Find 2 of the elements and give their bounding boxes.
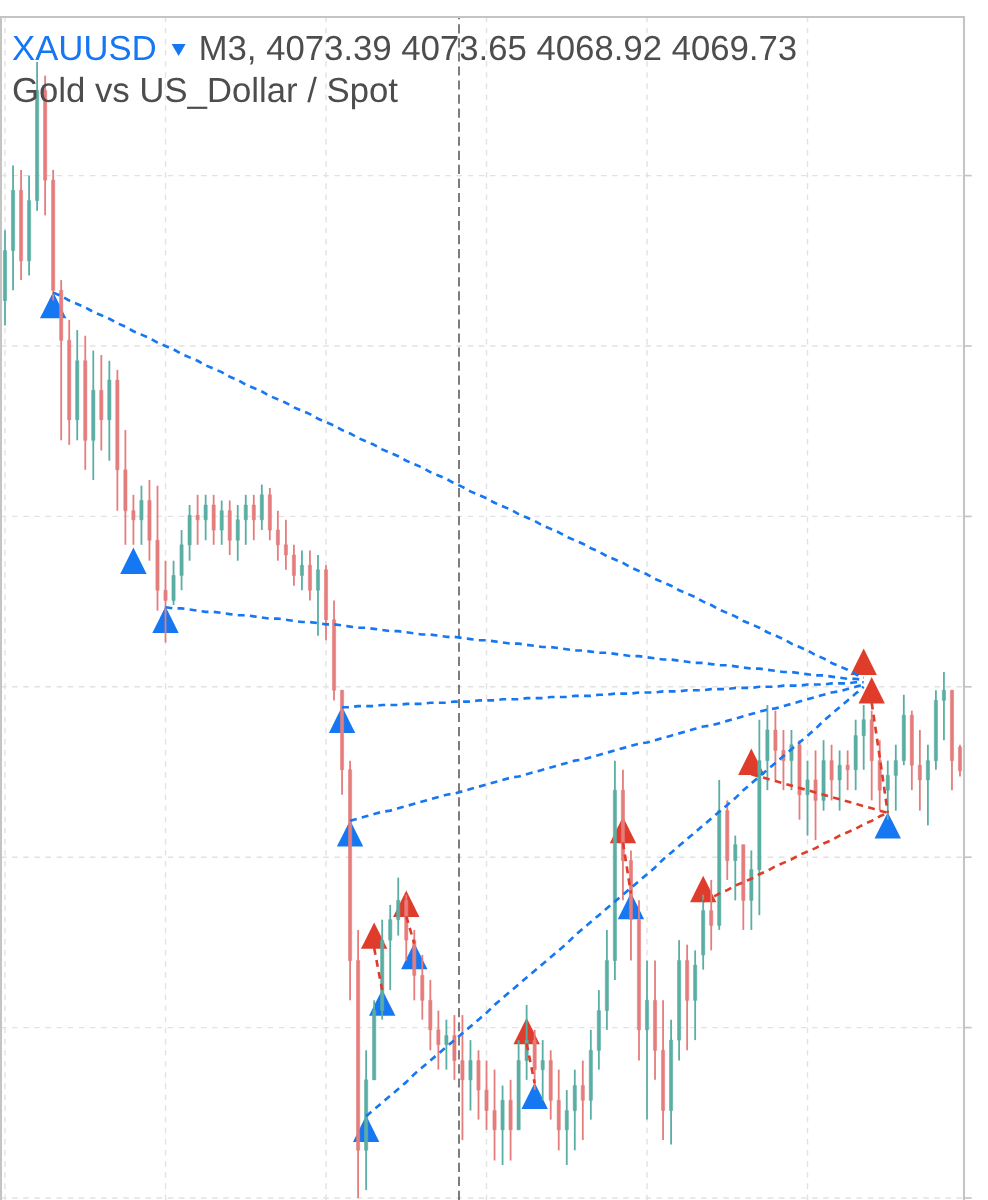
annotation: M3, 4073.39 4073.65 4068.92 4069.73 [201,35,796,65]
chart-title: XAUUSD [12,35,156,61]
